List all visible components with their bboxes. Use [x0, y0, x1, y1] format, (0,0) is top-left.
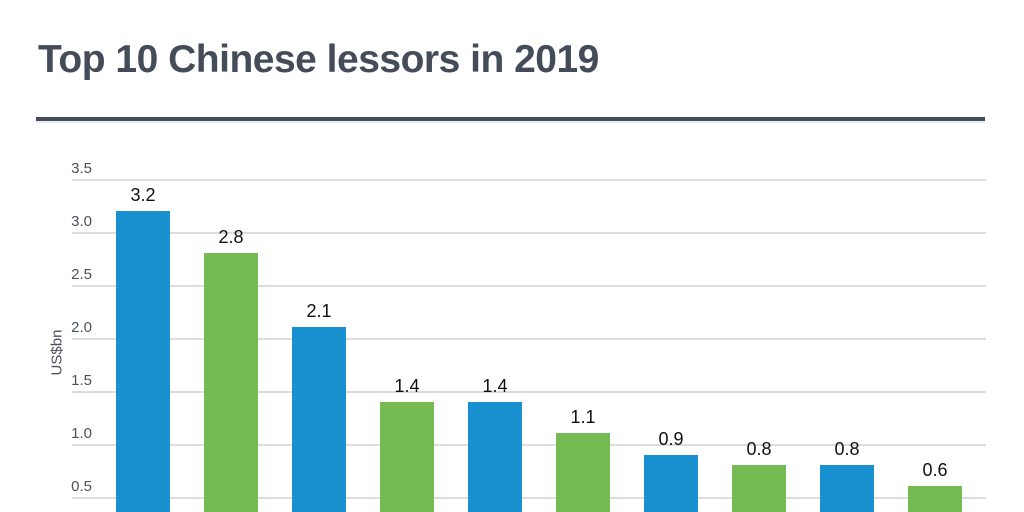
y-tick-label: 2.5	[71, 266, 92, 283]
bar-value-label: 2.8	[218, 227, 244, 247]
bar-value-label: 0.6	[922, 460, 948, 480]
bar-4	[380, 402, 434, 512]
bar-9	[820, 465, 874, 512]
gridline-1.0	[72, 444, 986, 446]
bar-value-label: 1.1	[570, 407, 596, 427]
bar-value-label: 3.2	[130, 185, 156, 205]
bar-value-label: 1.4	[394, 376, 420, 396]
bar-10	[908, 486, 962, 512]
bar-3	[292, 327, 346, 512]
y-tick-label: 3.0	[71, 213, 92, 230]
bar-7	[644, 455, 698, 512]
gridline-3.5	[72, 179, 986, 181]
gridline-2.5	[72, 285, 986, 287]
y-tick-label: 1.5	[71, 372, 92, 389]
gridline-2.0	[72, 338, 986, 340]
page-title: Top 10 Chinese lessors in 2019	[38, 38, 599, 81]
bar-2	[204, 253, 258, 512]
bar-value-label: 0.8	[834, 439, 860, 459]
y-tick-label: 3.5	[71, 160, 92, 177]
bar-value-label: 1.4	[482, 376, 508, 396]
title-divider	[36, 117, 985, 121]
y-tick-label: 0.5	[71, 478, 92, 495]
y-tick-label: 2.0	[71, 319, 92, 336]
bar-value-label: 0.8	[746, 439, 772, 459]
gridline-0.5	[72, 497, 986, 499]
bar-5	[468, 402, 522, 512]
y-tick-label: 1.0	[71, 425, 92, 442]
bar-value-label: 2.1	[306, 301, 332, 321]
bar-value-label: 0.9	[658, 429, 684, 449]
gridline-3.0	[72, 232, 986, 234]
gridline-1.5	[72, 391, 986, 393]
bar-6	[556, 433, 610, 512]
bar-1	[116, 211, 170, 512]
bar-8	[732, 465, 786, 512]
